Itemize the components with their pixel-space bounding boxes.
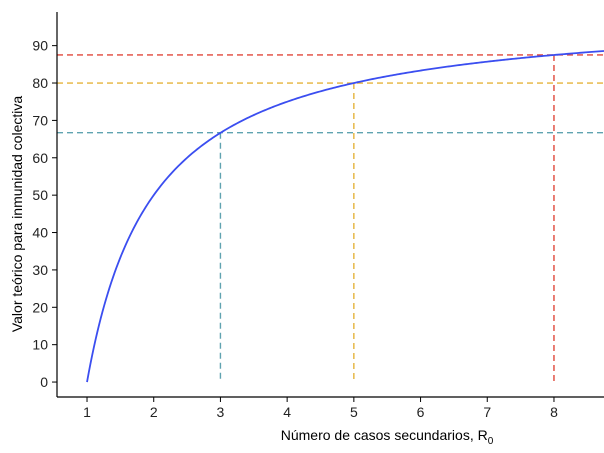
y-tick-label: 20 [32, 299, 48, 315]
y-axis-title: Valor teórico para inmunidad colectiva [9, 96, 25, 333]
x-tick-label: 3 [217, 404, 225, 420]
y-tick-label: 30 [32, 262, 48, 278]
x-axis-title-text: Número de casos secundarios, R [281, 427, 488, 443]
x-axis-title: Número de casos secundarios, R0 [281, 427, 494, 447]
x-tick-label: 4 [283, 404, 291, 420]
reference-lines [57, 54, 604, 383]
x-tick-label: 8 [550, 404, 558, 420]
x-axis-title-subscript: 0 [488, 436, 494, 447]
y-tick-label: 60 [32, 150, 48, 166]
x-tick-label: 1 [83, 404, 91, 420]
x-tick-label: 7 [483, 404, 491, 420]
y-tick-label: 0 [40, 374, 48, 390]
y-tick-label: 80 [32, 75, 48, 91]
x-tick-label: 2 [150, 404, 158, 420]
x-tick-label: 6 [417, 404, 425, 420]
x-axis-ticks: 1 2 3 4 5 6 7 8 [83, 397, 558, 420]
y-axis-ticks: 0 10 20 30 40 50 60 70 80 90 [32, 38, 57, 390]
y-tick-label: 90 [32, 38, 48, 54]
y-tick-label: 40 [32, 225, 48, 241]
y-tick-label: 10 [32, 337, 48, 353]
x-tick-label: 5 [350, 404, 358, 420]
y-tick-label: 50 [32, 187, 48, 203]
herd-immunity-curve [86, 50, 604, 383]
y-tick-label: 70 [32, 112, 48, 128]
